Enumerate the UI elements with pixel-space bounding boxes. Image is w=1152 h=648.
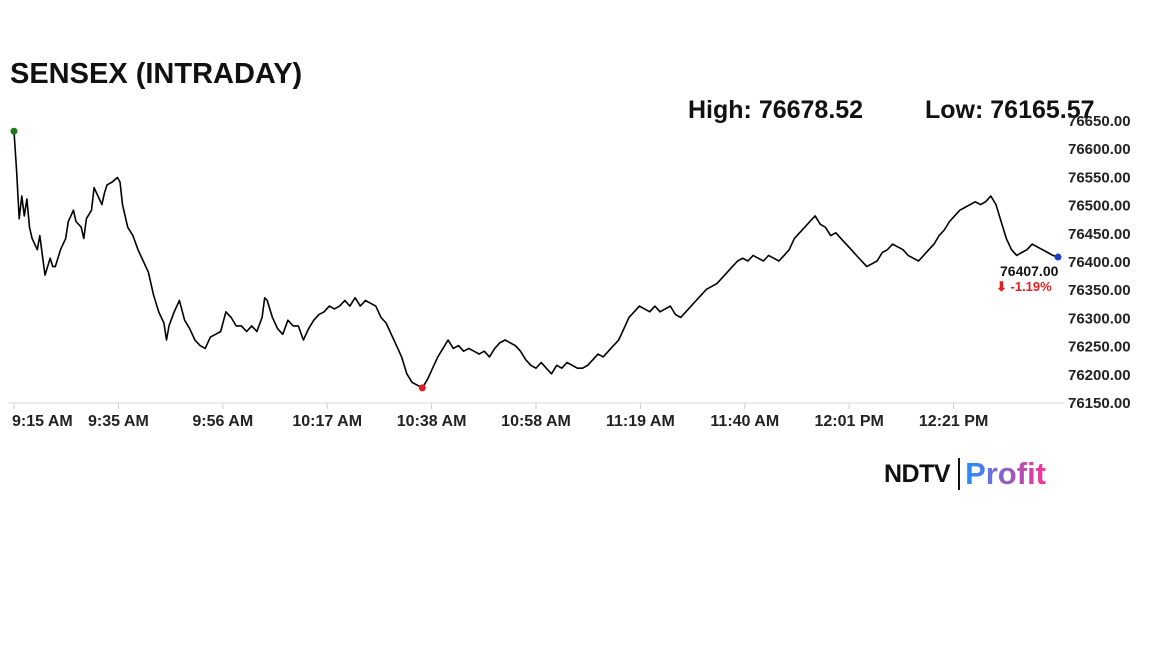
y-tick-label: 76150.00 [1068, 395, 1131, 412]
x-tick-label: 12:01 PM [815, 413, 884, 430]
logo-ndtv-text: NDTV [884, 459, 951, 488]
chart-markers [10, 127, 1062, 392]
y-tick-label: 76600.00 [1068, 141, 1131, 158]
x-tick-label: 10:58 AM [501, 413, 571, 430]
chart-title: SENSEX (INTRADAY) [10, 58, 303, 90]
last-marker [1054, 253, 1062, 261]
price-line [13, 131, 1059, 389]
y-tick-label: 76400.00 [1068, 254, 1131, 271]
y-tick-label: 76550.00 [1068, 169, 1131, 186]
y-tick-label: 76500.00 [1068, 198, 1131, 215]
chart-axes [8, 402, 1064, 409]
open-marker [10, 127, 18, 135]
low-marker [418, 384, 426, 392]
x-tick-label: 11:19 AM [606, 413, 675, 430]
price-line-layer [13, 131, 1059, 389]
x-tick-label: 9:56 AM [192, 413, 253, 430]
x-tick-label: 11:40 AM [710, 413, 779, 430]
logo-divider [958, 458, 961, 490]
x-tick-label: 12:21 PM [919, 413, 988, 430]
y-tick-label: 76250.00 [1068, 339, 1131, 356]
y-tick-label: 76650.00 [1068, 113, 1131, 130]
chart-labels: 9:15 AM 9:35 AM 9:56 AM 10:17 AM 10:38 AM 10:… [12, 113, 1131, 430]
logo-profit-text: Profit [965, 456, 1046, 491]
x-tick-label: 9:15 AM [12, 413, 73, 430]
x-tick-label: 10:38 AM [397, 413, 467, 430]
last-value-label: 76407.00 [1000, 263, 1059, 279]
y-tick-label: 76200.00 [1068, 367, 1131, 384]
y-tick-label: 76350.00 [1068, 282, 1131, 299]
y-tick-label: 76300.00 [1068, 310, 1131, 327]
x-tick-label: 10:17 AM [292, 413, 362, 430]
x-tick-label: 9:35 AM [88, 413, 149, 430]
ndtv-profit-logo: NDTV Profit [884, 456, 1046, 492]
low-value: Low: 76165.57 [925, 96, 1095, 124]
high-value: High: 76678.52 [688, 96, 864, 124]
y-tick-label: 76450.00 [1068, 226, 1131, 243]
change-label: ⬇ -1.19% [996, 279, 1052, 294]
